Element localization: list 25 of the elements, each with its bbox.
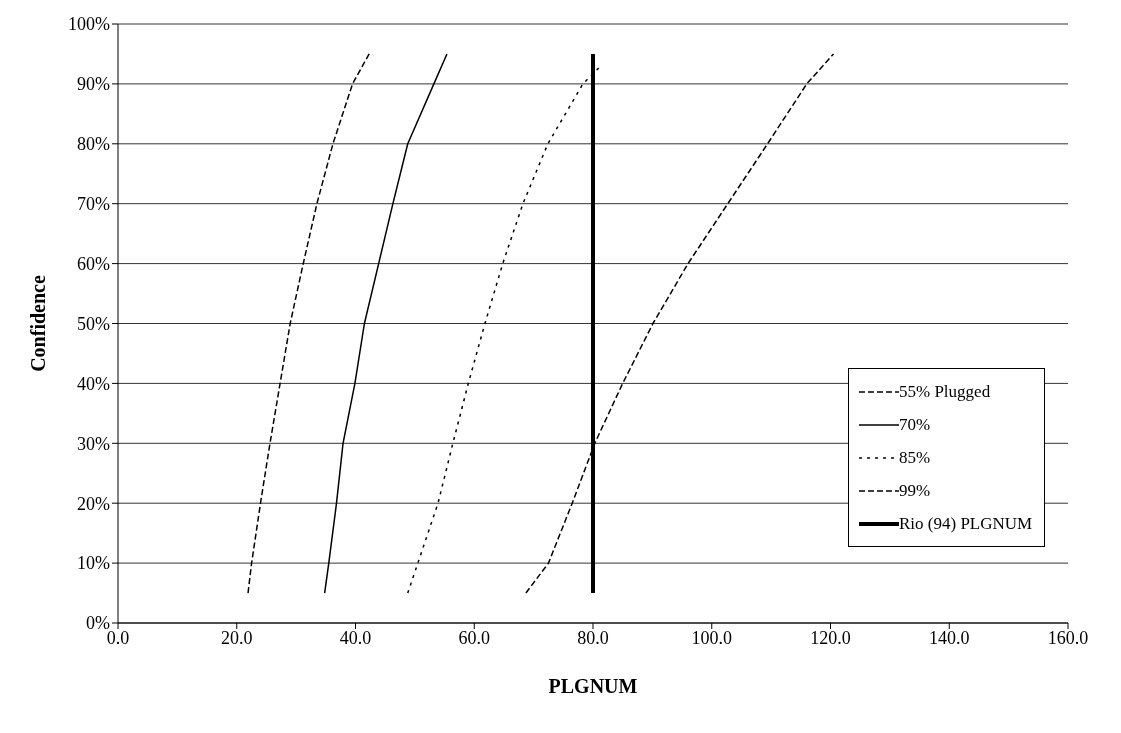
y-tick-label: 80% (77, 134, 110, 155)
x-tick-label: 120.0 (810, 627, 851, 648)
y-tick-label: 40% (77, 373, 110, 394)
legend-label: 55% Plugged (899, 381, 991, 402)
y-tick-label: 90% (77, 74, 110, 95)
legend-label: Rio (94) PLGNUM (899, 513, 1033, 534)
x-tick-label: 100.0 (691, 627, 732, 648)
legend-label: 99% (899, 480, 931, 501)
y-tick-label: 100% (68, 14, 110, 35)
x-tick-label: 140.0 (929, 627, 970, 648)
y-axis-title: Confidence (27, 275, 50, 372)
x-tick-label: 160.0 (1047, 627, 1089, 648)
x-tick-label: 60.0 (458, 627, 490, 648)
x-tick-label: 20.0 (221, 627, 253, 648)
y-tick-label: 30% (77, 433, 110, 454)
legend-label: 85% (899, 447, 931, 468)
y-tick-label: 10% (77, 553, 110, 574)
y-tick-label: 20% (77, 493, 110, 514)
x-tick-label: 40.0 (339, 627, 372, 648)
y-tick-label: 50% (77, 313, 110, 334)
x-axis-title: PLGNUM (548, 675, 638, 697)
legend-label: 70% (899, 414, 931, 435)
x-tick-label: 80.0 (577, 627, 609, 648)
y-tick-label: 60% (77, 253, 110, 274)
y-tick-label: 70% (77, 194, 110, 215)
